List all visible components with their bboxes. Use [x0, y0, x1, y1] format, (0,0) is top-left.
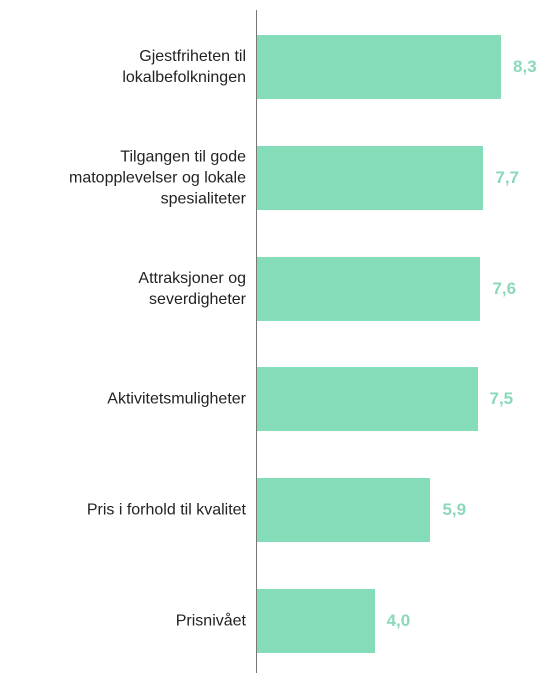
- bar: [257, 589, 375, 653]
- bar: [257, 145, 484, 210]
- data-label: 7,7: [495, 167, 520, 187]
- category-label: Gjestfriheten til lokalbefolkningen: [122, 48, 246, 86]
- bar: [257, 478, 431, 543]
- bar: [257, 256, 481, 321]
- data-label: 7,5: [489, 389, 514, 409]
- data-label: 7,6: [492, 278, 517, 298]
- data-label: 4,0: [386, 611, 411, 630]
- category-axis: [256, 10, 257, 673]
- category-label: Tilgangen til gode matopplevelser og lok…: [69, 148, 246, 208]
- category-label: Aktivitetsmuligheter: [107, 390, 246, 408]
- bar: [257, 367, 478, 432]
- data-label: 5,9: [442, 500, 467, 520]
- category-label: Prisnivået: [175, 612, 246, 630]
- category-label: Attraksjoner og severdigheter: [138, 269, 246, 308]
- data-label: 8,3: [513, 57, 537, 76]
- category-label: Pris i forhold til kvalitet: [86, 501, 246, 519]
- bar: [257, 35, 502, 99]
